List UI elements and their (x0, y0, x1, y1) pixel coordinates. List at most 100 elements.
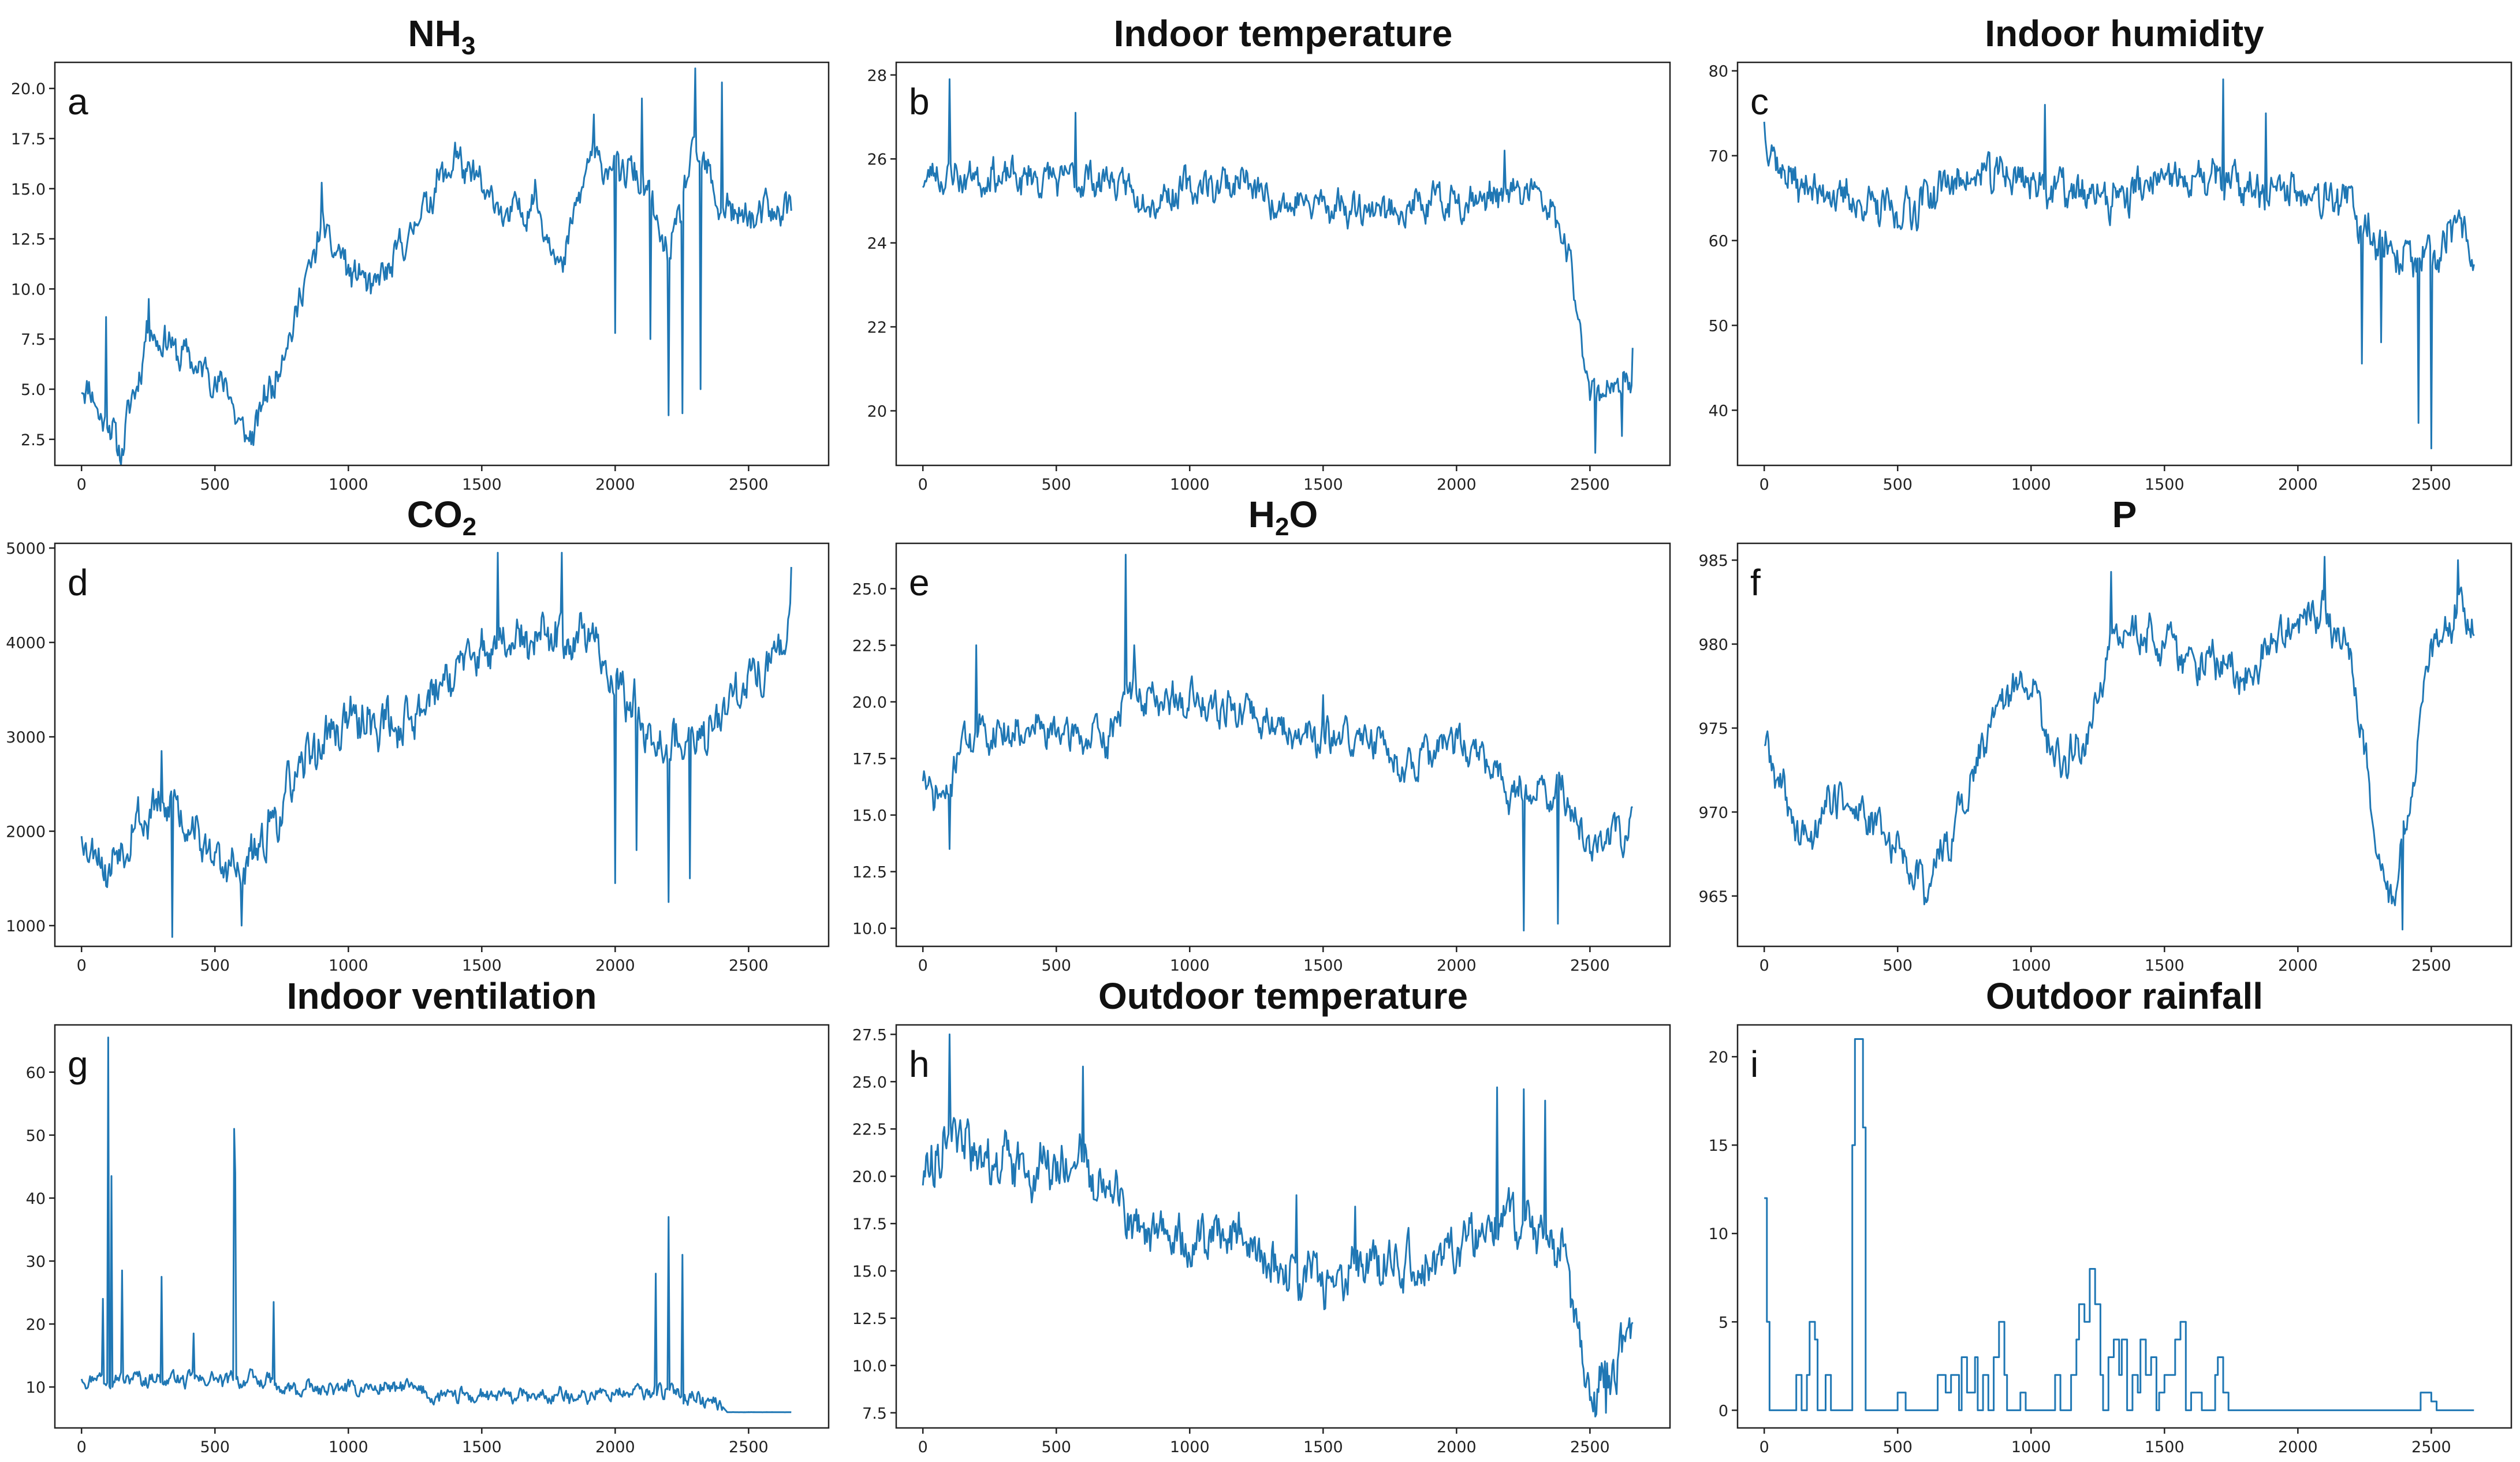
y-tick-label: 7.5 (862, 1405, 887, 1423)
x-tick-label: 0 (77, 957, 87, 975)
y-tick-label: 12.5 (11, 231, 46, 249)
panel-h: Outdoor temperature 0 500 1000 1500 2000 2500 7… (852, 975, 1671, 1456)
panel-letter: g (68, 1043, 88, 1085)
y-tick-label: 20.0 (11, 80, 46, 98)
x-tick-label: 0 (918, 1438, 928, 1456)
axes-frame (895, 542, 1671, 948)
x-tick-label: 2500 (729, 957, 769, 975)
x-tick-label: 1500 (462, 1438, 502, 1456)
panel-title: CO2 (407, 494, 476, 541)
panel-title: Outdoor temperature (1098, 975, 1468, 1017)
panel-f: P 0 500 1000 1500 2000 2500 965 970 975 980 985 f (1698, 494, 2512, 975)
x-tick-label: 2500 (2411, 476, 2451, 494)
panel-title: NH3 (408, 13, 476, 60)
y-tick-label: 12.5 (852, 864, 887, 882)
x-tick-label: 2000 (595, 957, 635, 975)
y-tick-label: 17.5 (852, 1215, 887, 1233)
panel-c: Indoor humidity 0 500 1000 1500 2000 2500 40 50 6… (1709, 13, 2512, 494)
y-tick-label: 70 (1709, 148, 1728, 166)
x-tick-label: 1000 (329, 1438, 368, 1456)
panel-title-main: Indoor temperature (1114, 13, 1453, 54)
x-tick-label: 1500 (462, 957, 502, 975)
panel-title-suffix: O (1289, 494, 1318, 535)
panel-title-main: Outdoor temperature (1098, 975, 1468, 1017)
axes-frame (54, 1024, 830, 1429)
panel-d: CO2 0 500 1000 1500 2000 2500 1000 2000 3000 4000 5… (6, 494, 830, 975)
y-tick-label: 12.5 (852, 1310, 887, 1328)
x-tick-label: 2000 (2278, 957, 2318, 975)
y-tick-label: 26 (867, 151, 887, 169)
y-tick-label: 20.0 (852, 1168, 887, 1186)
x-tick-label: 1500 (2145, 957, 2185, 975)
x-tick-label: 1000 (2011, 1438, 2051, 1456)
y-tick-label: 965 (1698, 888, 1728, 906)
x-tick-label: 1000 (1170, 1438, 1210, 1456)
panel-e: H2O 0 500 1000 1500 2000 2500 10.0 12.5 15.0 17.5 2… (852, 494, 1671, 975)
y-tick-label: 22 (867, 319, 887, 337)
panel-title: Outdoor rainfall (1986, 975, 2263, 1017)
x-tick-label: 1000 (2011, 476, 2051, 494)
x-tick-label: 2500 (729, 1438, 769, 1456)
series-line (80, 551, 792, 938)
panel-i: Outdoor rainfall 0 500 1000 1500 2000 2500 0 5 10… (1709, 975, 2512, 1456)
x-tick-label: 2000 (2278, 1438, 2318, 1456)
y-tick-label: 60 (1709, 233, 1728, 251)
y-tick-label: 10.0 (852, 920, 887, 938)
axes-frame (895, 61, 1671, 467)
y-tick-label: 50 (1709, 318, 1728, 335)
panel-title: Indoor ventilation (287, 975, 597, 1017)
y-tick-label: 7.5 (21, 331, 46, 349)
x-tick-label: 500 (1882, 1438, 1913, 1456)
y-tick-label: 40 (26, 1190, 46, 1208)
y-tick-label: 60 (26, 1064, 46, 1082)
y-tick-label: 50 (26, 1127, 46, 1145)
x-tick-label: 2000 (595, 1438, 635, 1456)
panel-letter: h (909, 1043, 930, 1085)
y-tick-label: 970 (1698, 804, 1728, 822)
y-tick-label: 30 (26, 1253, 46, 1271)
y-tick-label: 10.0 (11, 281, 46, 299)
x-tick-label: 0 (1759, 957, 1769, 975)
y-tick-label: 1000 (6, 918, 46, 935)
axes-frame (1736, 1024, 2512, 1429)
y-tick-label: 2.5 (21, 431, 46, 449)
y-tick-label: 5000 (6, 540, 46, 558)
axes-frame (1736, 61, 2512, 467)
panel-letter: b (909, 81, 930, 122)
x-tick-label: 0 (918, 476, 928, 494)
x-tick-label: 1500 (1303, 476, 1343, 494)
y-tick-label: 10.0 (852, 1357, 887, 1375)
panel-title: H2O (1248, 494, 1318, 541)
axes-frame (895, 1024, 1671, 1429)
x-tick-label: 2500 (2411, 1438, 2451, 1456)
y-tick-label: 40 (1709, 402, 1728, 420)
panel-title-subscript: 2 (463, 513, 476, 541)
y-tick-label: 22.5 (852, 1121, 887, 1139)
panel-a: NH3 0 500 1000 1500 2000 2500 2.5 5.0 7.5 10.0 12.5… (11, 13, 830, 494)
x-tick-label: 500 (1041, 957, 1071, 975)
panel-title-main: NH (408, 13, 461, 54)
x-tick-label: 500 (1041, 476, 1071, 494)
series-line (1764, 1038, 2474, 1411)
panel-letter: d (68, 562, 88, 603)
panel-title: Indoor temperature (1114, 13, 1453, 54)
x-tick-label: 2500 (1570, 1438, 1610, 1456)
panel-letter: c (1750, 81, 1769, 122)
y-tick-label: 980 (1698, 636, 1728, 654)
y-tick-label: 20 (867, 402, 887, 420)
x-tick-label: 2000 (595, 476, 635, 494)
y-tick-label: 985 (1698, 552, 1728, 570)
y-tick-label: 15.0 (852, 1263, 887, 1281)
x-tick-label: 1000 (329, 476, 368, 494)
x-tick-label: 2500 (1570, 957, 1610, 975)
y-tick-label: 5 (1718, 1314, 1728, 1332)
x-tick-label: 0 (77, 476, 87, 494)
y-tick-label: 25.0 (852, 580, 887, 598)
y-tick-label: 28 (867, 67, 887, 85)
x-tick-label: 0 (77, 1438, 87, 1456)
x-tick-label: 1000 (1170, 476, 1210, 494)
x-tick-label: 2000 (1437, 476, 1477, 494)
panel-title-main: H (1248, 494, 1275, 535)
x-tick-label: 500 (200, 1438, 230, 1456)
